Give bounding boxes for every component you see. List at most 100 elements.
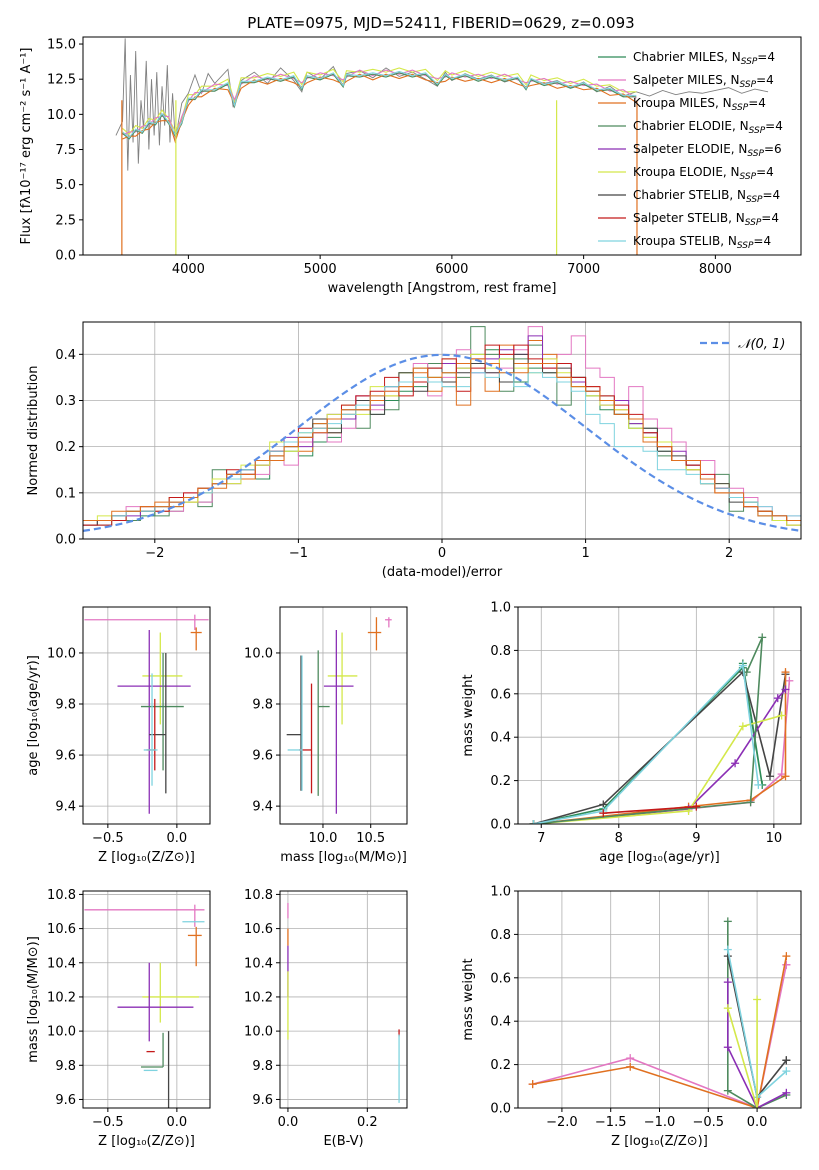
weight-marker-1-3 xyxy=(782,952,791,961)
y-tick-label: 10.6 xyxy=(47,922,76,937)
errorbar-point-3 xyxy=(323,629,354,814)
x-axis-label: (data-model)/error xyxy=(382,565,503,580)
x-tick-label: 7 xyxy=(537,831,545,846)
x-tick-label: 4000 xyxy=(172,262,205,277)
errorbar-point-3 xyxy=(117,629,191,814)
y-tick-label: 0.8 xyxy=(490,644,511,659)
plot-area xyxy=(529,633,794,824)
y-tick-label: 0.4 xyxy=(490,731,511,746)
age-vs-mass-panel: 10.0 10.5 9.4 9.6 9.8 10.0 mass [log₁₀(M/M⊙)] xyxy=(244,606,408,865)
weight-line-0 xyxy=(532,964,788,1108)
weight-marker-4-0 xyxy=(723,945,732,954)
x-tick-label: 10 xyxy=(766,831,783,846)
weight-marker-3-4 xyxy=(781,668,790,677)
weight-marker-5-2 xyxy=(738,722,747,731)
x-tick-label: 8000 xyxy=(699,262,732,277)
x-tick-label: 0 xyxy=(438,546,446,561)
hist-2 xyxy=(83,326,801,526)
x-tick-label: 0.2 xyxy=(357,1115,378,1130)
x-tick-label: −1 xyxy=(289,546,308,561)
y-axis-label: mass weight xyxy=(461,958,476,1040)
weight-marker-4-2 xyxy=(731,759,740,768)
errorbar-point-0 xyxy=(84,904,205,927)
x-tick-label: 0.0 xyxy=(167,831,188,846)
hist-9 xyxy=(83,358,801,522)
x-tick-label: −2.0 xyxy=(546,1115,578,1130)
model-line-salpeter-miles xyxy=(122,69,637,140)
y-tick-label: 10.2 xyxy=(47,990,76,1005)
x-axis-label: Z [log₁₀(Z/Z⊙)] xyxy=(98,850,195,865)
weight-marker-6-1 xyxy=(746,798,755,807)
y-tick-label: 10.6 xyxy=(244,922,273,937)
y-tick-label: 9.8 xyxy=(252,698,273,713)
x-axis-label: wavelength [Angstrom, rest frame] xyxy=(328,281,557,296)
plot-area xyxy=(528,917,791,1108)
legend-entry: Kroupa ELODIE, NSSP=4 xyxy=(633,165,774,182)
x-tick-label: −0.5 xyxy=(693,1115,725,1130)
y-tick-label: 9.6 xyxy=(55,749,76,764)
weight-marker-6-1 xyxy=(753,1104,762,1108)
y-tick-label: 7.5 xyxy=(55,143,76,158)
errorbar-point-5 xyxy=(286,655,302,791)
legend-entry: 𝒩(0, 1) xyxy=(738,337,785,352)
weight-line-7 xyxy=(533,663,760,824)
y-tick-label: 9.8 xyxy=(55,698,76,713)
weight-marker-4-4 xyxy=(781,685,790,694)
plot-area xyxy=(83,326,801,532)
errorbar-point-0 xyxy=(385,617,392,628)
weight-marker-2-0 xyxy=(723,917,732,926)
legend-entry: Chabrier MILES, NSSP=4 xyxy=(633,50,775,67)
y-tick-label: 0.6 xyxy=(490,971,511,986)
y-tick-label: 0.3 xyxy=(55,394,76,409)
errorbar-point-1 xyxy=(367,617,382,651)
weight-marker-7-0 xyxy=(529,820,538,824)
x-tick-label: −0.5 xyxy=(92,1115,124,1130)
y-tick-label: 0.2 xyxy=(55,440,76,455)
weight-line-5 xyxy=(533,714,782,824)
axes-frame xyxy=(82,606,211,825)
legend-entry: Salpeter STELIB, NSSP=4 xyxy=(633,211,779,228)
y-tick-label: 9.4 xyxy=(55,800,76,815)
y-tick-label: 0.4 xyxy=(490,1015,511,1030)
weight-marker-4-2 xyxy=(782,1067,791,1076)
x-tick-label: −1.5 xyxy=(595,1115,627,1130)
x-axis-label: Z [log₁₀(Z/Z⊙)] xyxy=(98,1134,195,1149)
axes-frame xyxy=(82,890,211,1109)
weight-marker-0-4 xyxy=(782,960,791,969)
y-axis-label: Normed distribution xyxy=(26,366,41,496)
residuals-panel: −2 −1 0 1 2 0.0 0.1 0.2 0.3 0.4 (data-model)/error… xyxy=(26,321,802,580)
weight-marker-2-4 xyxy=(785,676,794,685)
axes-frame xyxy=(279,606,408,825)
y-tick-label: 2.5 xyxy=(55,213,76,228)
model-line-kroupa-elodie xyxy=(122,67,637,135)
x-tick-label: 7000 xyxy=(567,262,600,277)
weight-marker-6-2 xyxy=(758,633,767,642)
y-tick-label: 10.0 xyxy=(47,1025,76,1040)
residuals-legend: 𝒩(0, 1) xyxy=(700,337,785,352)
observed-spectrum-line xyxy=(115,38,769,171)
x-axis-label: Z [log₁₀(Z/Z⊙)] xyxy=(611,1134,708,1149)
y-tick-label: 0.2 xyxy=(490,1058,511,1073)
y-tick-label: 9.8 xyxy=(252,1059,273,1074)
y-tick-label: 0.0 xyxy=(55,533,76,548)
mass-vs-metallicity-panel: −0.5 0.0 9.6 9.8 10.0 10.2 10.4 10.6 10.8 Z [log₁… xyxy=(26,888,211,1149)
model-line-chabrier-elodie xyxy=(122,72,637,140)
x-tick-label: −1.0 xyxy=(644,1115,676,1130)
y-tick-label: 0.0 xyxy=(55,249,76,264)
y-tick-label: 10.8 xyxy=(47,888,76,903)
y-tick-label: 0.6 xyxy=(490,687,511,702)
y-axis-label: mass [log₁₀(M/M⊙)] xyxy=(26,936,41,1063)
x-axis-label: E(B-V) xyxy=(323,1134,363,1149)
weight-marker-5-3 xyxy=(782,1088,791,1097)
plot-area xyxy=(287,902,400,1103)
y-tick-label: 1.0 xyxy=(490,601,511,616)
weight-marker-3-3 xyxy=(781,772,790,781)
age-vs-metallicity-panel: −0.5 0.0 9.4 9.6 9.8 10.0 Z [log₁₀(Z/Z⊙)] age [… xyxy=(26,606,211,865)
x-axis-label: age [log₁₀(age/yr)] xyxy=(599,850,720,865)
weight-marker-5-1 xyxy=(723,1043,732,1052)
errorbar-point-1 xyxy=(190,627,202,651)
y-tick-label: 10.0 xyxy=(47,108,76,123)
errorbar-point-2 xyxy=(327,632,358,725)
x-tick-label: 2 xyxy=(725,546,733,561)
